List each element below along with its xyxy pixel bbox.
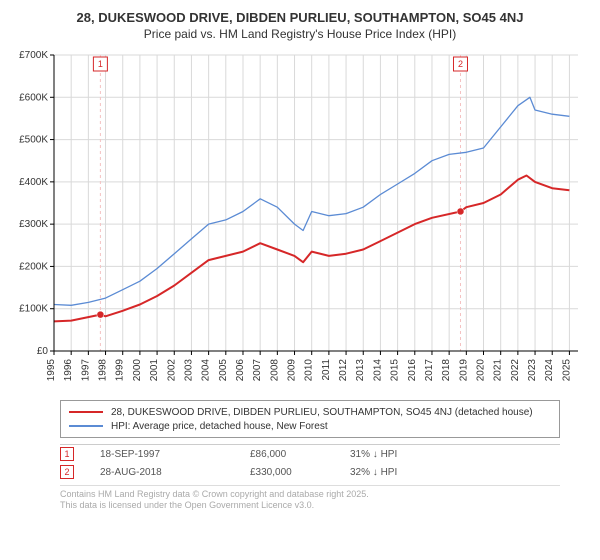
- svg-text:2013: 2013: [355, 359, 366, 382]
- svg-text:2019: 2019: [458, 359, 469, 382]
- svg-text:£0: £0: [37, 346, 49, 357]
- svg-text:2014: 2014: [372, 359, 383, 382]
- license-line: This data is licensed under the Open Gov…: [60, 500, 560, 511]
- annotation-pct: 32% ↓ HPI: [350, 467, 450, 478]
- svg-text:1997: 1997: [80, 359, 91, 382]
- svg-text:2002: 2002: [166, 359, 177, 382]
- svg-text:2017: 2017: [424, 359, 435, 382]
- svg-text:£500K: £500K: [19, 135, 48, 146]
- svg-text:2018: 2018: [441, 359, 452, 382]
- svg-text:2005: 2005: [218, 359, 229, 382]
- svg-text:£700K: £700K: [19, 50, 48, 61]
- svg-text:2003: 2003: [183, 359, 194, 382]
- svg-text:2001: 2001: [149, 359, 160, 382]
- svg-text:2023: 2023: [527, 359, 538, 382]
- page-title: 28, DUKESWOOD DRIVE, DIBDEN PURLIEU, SOU…: [10, 10, 590, 25]
- legend-label: HPI: Average price, detached house, New …: [111, 421, 328, 432]
- svg-text:2016: 2016: [407, 359, 418, 382]
- annotation-price: £86,000: [250, 449, 350, 460]
- annotation-row: 2 28-AUG-2018£330,00032% ↓ HPI: [60, 463, 560, 481]
- svg-text:1999: 1999: [115, 359, 126, 382]
- page-subtitle: Price paid vs. HM Land Registry's House …: [10, 27, 590, 41]
- legend-swatch: [69, 411, 103, 413]
- svg-text:2025: 2025: [561, 359, 572, 382]
- svg-text:2022: 2022: [510, 359, 521, 382]
- svg-text:2009: 2009: [287, 359, 298, 382]
- svg-text:£400K: £400K: [19, 177, 48, 188]
- svg-text:2015: 2015: [390, 359, 401, 382]
- legend-swatch: [69, 425, 103, 426]
- legend-item: HPI: Average price, detached house, New …: [69, 419, 551, 433]
- annotation-marker-box: 2: [60, 465, 74, 479]
- line-chart: 1 2 £0 £100K £200K £300K £400K £500K £600K £700K 1…: [10, 49, 590, 394]
- svg-text:2: 2: [458, 59, 463, 69]
- svg-text:£300K: £300K: [19, 219, 48, 230]
- svg-text:2024: 2024: [544, 359, 555, 382]
- svg-text:2010: 2010: [304, 359, 315, 382]
- svg-text:2004: 2004: [201, 359, 212, 382]
- svg-text:£600K: £600K: [19, 92, 48, 103]
- svg-text:2006: 2006: [235, 359, 246, 382]
- svg-text:£100K: £100K: [19, 304, 48, 315]
- svg-text:2020: 2020: [476, 359, 487, 382]
- svg-text:2007: 2007: [252, 359, 263, 382]
- svg-text:2021: 2021: [493, 359, 504, 382]
- annotation-date: 28-AUG-2018: [100, 467, 250, 478]
- legend-item: 28, DUKESWOOD DRIVE, DIBDEN PURLIEU, SOU…: [69, 405, 551, 419]
- svg-text:2011: 2011: [321, 359, 332, 381]
- svg-text:2012: 2012: [338, 359, 349, 382]
- license-text: Contains HM Land Registry data © Crown c…: [60, 485, 560, 512]
- annotation-row: 1 18-SEP-1997£86,00031% ↓ HPI: [60, 445, 560, 463]
- annotation-pct: 31% ↓ HPI: [350, 449, 450, 460]
- legend: 28, DUKESWOOD DRIVE, DIBDEN PURLIEU, SOU…: [60, 400, 560, 438]
- annotation-marker-box: 1: [60, 447, 74, 461]
- svg-text:1: 1: [98, 59, 103, 69]
- svg-text:2008: 2008: [269, 359, 280, 382]
- svg-text:1996: 1996: [63, 359, 74, 382]
- svg-text:1998: 1998: [98, 359, 109, 382]
- legend-label: 28, DUKESWOOD DRIVE, DIBDEN PURLIEU, SOU…: [111, 407, 533, 418]
- svg-text:2000: 2000: [132, 359, 143, 382]
- annotation-price: £330,000: [250, 467, 350, 478]
- annotation-date: 18-SEP-1997: [100, 449, 250, 460]
- svg-text:£200K: £200K: [19, 261, 48, 272]
- annotation-table: 1 18-SEP-1997£86,00031% ↓ HPI 2 28-AUG-2018…: [60, 444, 560, 481]
- svg-text:1995: 1995: [46, 359, 57, 382]
- license-line: Contains HM Land Registry data © Crown c…: [60, 489, 560, 500]
